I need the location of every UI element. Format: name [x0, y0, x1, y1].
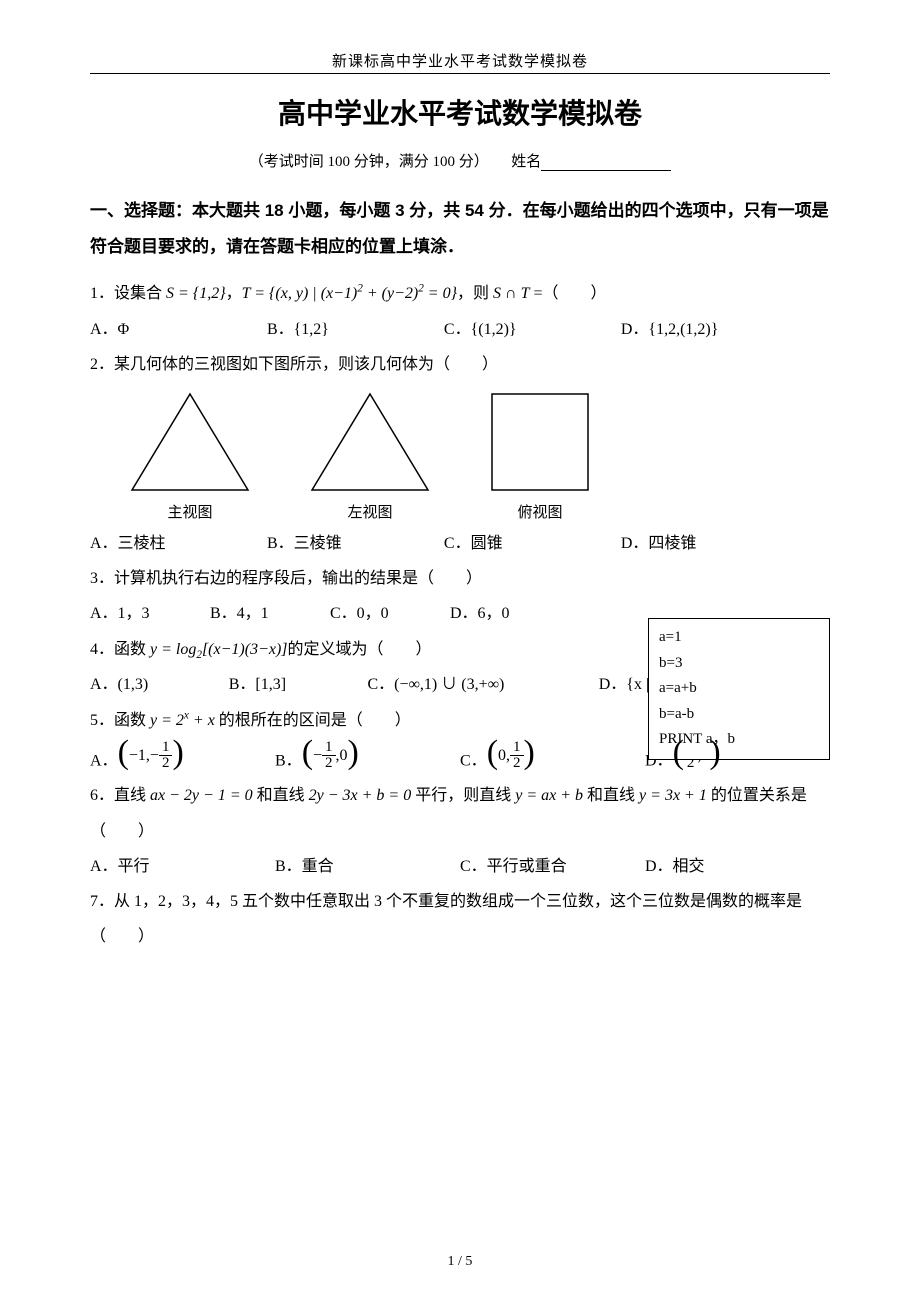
q4-opt-c: C．(−∞,1) ∪ (3,+∞) — [368, 667, 599, 702]
q1-s: S = {1,2} — [166, 285, 226, 302]
q4-pre: 4．函数 — [90, 641, 150, 658]
q4-fn1: y = log — [150, 641, 196, 658]
code-l3: a=a+b — [659, 676, 819, 702]
view-top-label: 俯视图 — [490, 501, 590, 522]
view-front-label: 主视图 — [130, 501, 250, 522]
q5-opt-b: B．(−12,0) — [275, 738, 460, 779]
q3-options: A．1，3 B．4，1 C．0，0 D．6，0 — [90, 596, 570, 631]
q6-opt-c: C．平行或重合 — [460, 849, 645, 884]
q6-e4: y = 3x + 1 — [639, 787, 707, 804]
code-l4: b=a-b — [659, 702, 819, 728]
q6-m2: 平行，则直线 — [411, 787, 515, 804]
q4-fn2: [(x−1)(3−x)] — [202, 641, 288, 658]
q5b-d: 2 — [322, 756, 336, 771]
question-1: 1．设集合 S = {1,2}，T = {(x, y) | (x−1)2 + (… — [90, 276, 830, 311]
q1-c1: ， — [226, 285, 242, 302]
q3-opt-d: D．6，0 — [450, 596, 570, 631]
q5b-n: 1 — [322, 740, 336, 756]
q2-options: A．三棱柱 B．三棱锥 C．圆锥 D．四棱锥 — [90, 526, 830, 561]
view-left-label: 左视图 — [310, 501, 430, 522]
q4-post: 的定义域为（ ） — [288, 641, 432, 658]
q5c-l: 0, — [498, 738, 510, 773]
q6-opt-b: B．重合 — [275, 849, 460, 884]
q5-opt-a: A．(−1,−12) — [90, 738, 275, 779]
q3-opt-c: C．0，0 — [330, 596, 450, 631]
q5b-r: ,0 — [336, 738, 348, 773]
page-header: 新课标高中学业水平考试数学模拟卷 — [90, 50, 830, 71]
question-4: 4．函数 y = log2[(x−1)(3−x)]的定义域为（ ） — [90, 632, 570, 668]
section-1-heading: 一、选择题：本大题共 18 小题，每小题 3 分，共 54 分．在每小题给出的四… — [90, 193, 830, 264]
name-label: 姓名 — [511, 154, 541, 170]
question-6: 6．直线 ax − 2y − 1 = 0 和直线 2y − 3x + b = 0… — [90, 778, 830, 848]
page-title: 高中学业水平考试数学模拟卷 — [90, 92, 830, 132]
q4-opt-b: B．[1,3] — [229, 667, 368, 702]
view-front: 主视图 — [130, 392, 250, 522]
q4-opt-a: A．(1,3) — [90, 667, 229, 702]
header-rule — [90, 73, 830, 74]
q2-opt-a: A．三棱柱 — [90, 526, 267, 561]
square-top-icon — [490, 392, 590, 492]
q1-eq: =（ ） — [529, 285, 606, 302]
q6-opt-a: A．平行 — [90, 849, 275, 884]
q2-opt-d: D．四棱锥 — [621, 526, 830, 561]
q5-opt-c: C．(0,12) — [460, 738, 645, 779]
q5a-d: 2 — [159, 756, 173, 771]
q6-e1: ax − 2y − 1 = 0 — [150, 787, 253, 804]
q1-opt-a: A．Φ — [90, 312, 267, 347]
q6-e2: 2y − 3x + b = 0 — [309, 787, 412, 804]
q5c-n: 1 — [510, 740, 524, 756]
q6-pre: 6．直线 — [90, 787, 150, 804]
q3-opt-b: B．4，1 — [210, 596, 330, 631]
triangle-left-icon — [310, 392, 430, 492]
triangle-front-icon — [130, 392, 250, 492]
q5b-l: − — [313, 738, 322, 773]
q6-m3: 和直线 — [583, 787, 639, 804]
exam-info: （考试时间 100 分钟，满分 100 分） — [249, 154, 489, 170]
q6-e3: y = ax + b — [515, 787, 583, 804]
q5a-n: 1 — [159, 740, 173, 756]
view-left: 左视图 — [310, 392, 430, 522]
q1-opt-d: D．{1,2,(1,2)} — [621, 312, 830, 347]
q5-fn: y = 2 — [150, 712, 184, 729]
view-top: 俯视图 — [490, 392, 590, 522]
q5c-d: 2 — [510, 756, 524, 771]
subtitle: （考试时间 100 分钟，满分 100 分） 姓名 — [90, 150, 830, 171]
question-3: 3．计算机执行右边的程序段后，输出的结果是（ ） — [90, 561, 570, 596]
q5-fnp: + x — [189, 712, 215, 729]
q5-options: A．(−1,−12) B．(−12,0) C．(0,12) D．(12,1) — [90, 738, 830, 779]
q1-pre: 1．设集合 — [90, 285, 166, 302]
q2-views: 主视图 左视图 俯视图 — [130, 392, 830, 522]
question-7: 7．从 1，2，3，4，5 五个数中任意取出 3 个不重复的数组成一个三位数，这… — [90, 884, 830, 954]
q5-post: 的根所在的区间是（ ） — [215, 712, 411, 729]
question-2: 2．某几何体的三视图如下图所示，则该几何体为（ ） — [90, 347, 830, 382]
name-blank[interactable] — [541, 170, 671, 171]
code-l1: a=1 — [659, 625, 819, 651]
q1-opt-b: B．{1,2} — [267, 312, 444, 347]
q1-t3: = 0} — [424, 285, 457, 302]
q2-opt-c: C．圆锥 — [444, 526, 621, 561]
page-footer: 1 / 5 — [0, 1254, 920, 1270]
q6-m1: 和直线 — [253, 787, 309, 804]
q1-t2: + (y−2) — [363, 285, 418, 302]
q2-opt-b: B．三棱锥 — [267, 526, 444, 561]
q5-pre: 5．函数 — [90, 712, 150, 729]
q1-t1: T = {(x, y) | (x−1) — [242, 285, 358, 302]
q1-c2: ，则 — [457, 285, 493, 302]
q1-options: A．Φ B．{1,2} C．{(1,2)} D．{1,2,(1,2)} — [90, 312, 830, 347]
code-l2: b=3 — [659, 651, 819, 677]
q1-st: S ∩ T — [493, 285, 529, 302]
q6-options: A．平行 B．重合 C．平行或重合 D．相交 — [90, 849, 830, 884]
q6-opt-d: D．相交 — [645, 849, 830, 884]
q5a-l: −1,− — [129, 738, 159, 773]
q1-opt-c: C．{(1,2)} — [444, 312, 621, 347]
q3-opt-a: A．1，3 — [90, 596, 210, 631]
